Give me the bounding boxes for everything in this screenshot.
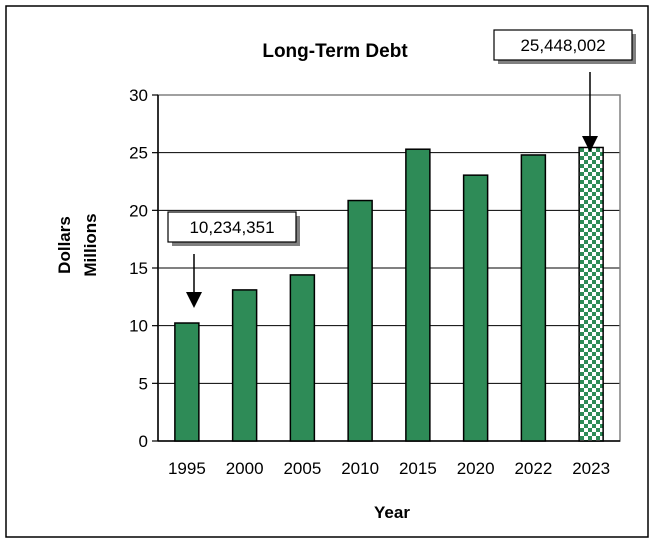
bar-2010 bbox=[347, 199, 373, 442]
annotation-arrowhead bbox=[582, 136, 598, 152]
x-tick-label: 2015 bbox=[399, 459, 437, 478]
chart-frame bbox=[5, 5, 649, 538]
y-tick-label: 30 bbox=[129, 86, 148, 105]
x-tick-label: 1995 bbox=[168, 459, 206, 478]
x-tick-label: 2023 bbox=[572, 459, 610, 478]
y-tick-label: 15 bbox=[129, 259, 148, 278]
y-tick-label: 0 bbox=[139, 432, 148, 451]
annotations: 10,234,351 25,448,002 bbox=[167, 29, 636, 308]
bar-2022 bbox=[520, 154, 547, 442]
bar-2020 bbox=[462, 174, 489, 442]
x-axis-ticks: 1995 2000 2005 2010 2015 2020 2022 2023 bbox=[168, 459, 610, 478]
bar-2000 bbox=[231, 289, 258, 442]
bars bbox=[174, 146, 604, 442]
x-tick-label: 2000 bbox=[226, 459, 264, 478]
bar-2023 bbox=[578, 146, 604, 442]
x-tick-label: 2022 bbox=[514, 459, 552, 478]
bar-1995 bbox=[174, 322, 200, 442]
y-tick-label: 5 bbox=[139, 374, 148, 393]
y-tick-label: 10 bbox=[129, 317, 148, 336]
bar-2005 bbox=[289, 274, 316, 442]
chart-title: Long-Term Debt bbox=[262, 41, 408, 62]
y-tick-label: 25 bbox=[129, 144, 148, 163]
annotation-box bbox=[493, 29, 633, 61]
x-tick-label: 2010 bbox=[341, 459, 379, 478]
annotation-box bbox=[167, 211, 297, 243]
x-tick-label: 2020 bbox=[457, 459, 495, 478]
bar-2015 bbox=[405, 148, 431, 442]
x-tick-label: 2005 bbox=[283, 459, 321, 478]
annotation-label: 25,448,002 bbox=[520, 36, 605, 55]
annotation-label: 10,234,351 bbox=[189, 218, 274, 237]
annotation-arrowhead bbox=[186, 292, 202, 308]
x-axis-label: Year bbox=[374, 503, 410, 522]
y-tick-label: 20 bbox=[129, 201, 148, 220]
y-axis-sublabel: Millions bbox=[81, 213, 100, 276]
y-axis-label: Dollars bbox=[55, 216, 74, 274]
